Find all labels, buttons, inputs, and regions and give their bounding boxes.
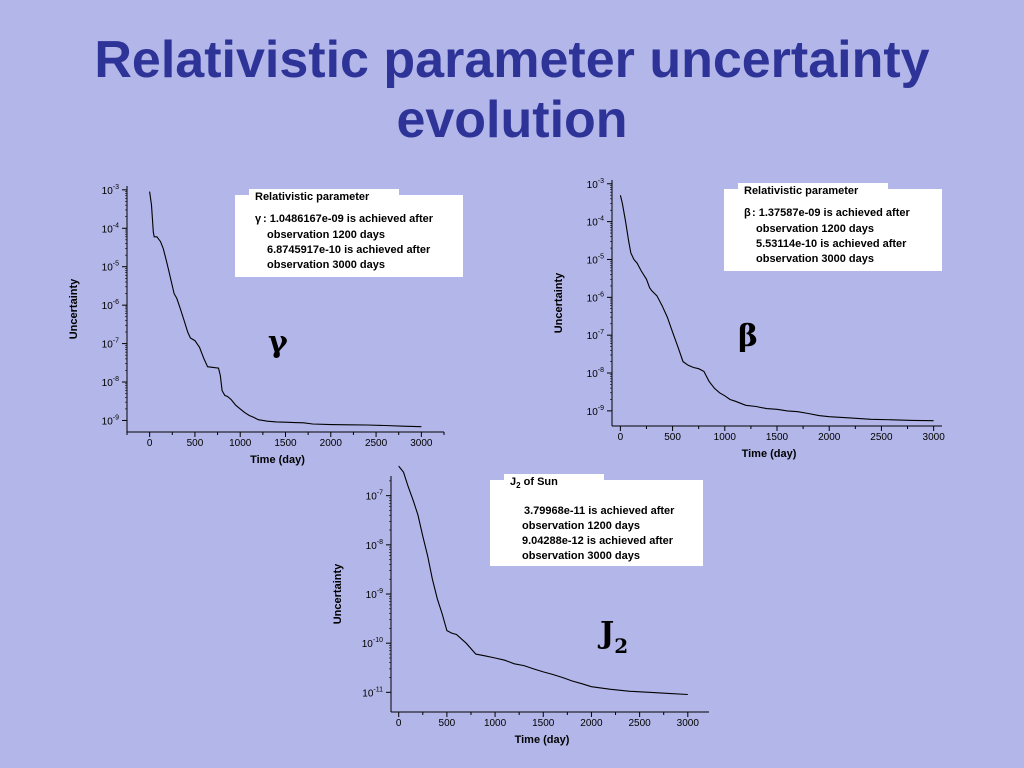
parameter-symbol: J2 — [597, 616, 628, 658]
annotation-line3: 6.8745917e-10 is achieved after — [267, 244, 431, 256]
x-tick-label: 1500 — [766, 432, 789, 443]
x-axis-label: Time (day) — [742, 448, 797, 460]
annotation-box: Relativistic parameter β: 1.37587e-09 is … — [724, 183, 942, 271]
annotation-header-bg — [504, 474, 604, 488]
x-tick-label: 1000 — [484, 718, 507, 729]
y-axis-label: Uncertainty — [68, 278, 80, 339]
series-line — [619, 195, 934, 422]
x-tick-label: 1000 — [229, 438, 252, 449]
annotation-line4: observation 3000 days — [522, 550, 640, 562]
y-tick-label: 10-9 — [366, 588, 383, 601]
annotation-header: Relativistic parameter — [255, 191, 370, 203]
y-tick-label: 10-11 — [362, 686, 383, 699]
slide-title: Relativistic parameter uncertainty evolu… — [0, 30, 1024, 150]
annotation-line4: observation 3000 days — [267, 259, 385, 271]
x-tick-label: 1500 — [274, 438, 297, 449]
y-tick-label: 10-7 — [102, 338, 119, 351]
chart-beta: 0 500 1000 1500 2000 2500 3000 10-3 10-4 10-5 10-6… — [553, 178, 945, 460]
x-tick-label: 2500 — [870, 432, 893, 443]
y-tick-label: 10-4 — [587, 216, 604, 229]
x-tick-label: 500 — [187, 438, 204, 449]
x-tick-label: 1000 — [714, 432, 737, 443]
y-axis-label: Uncertainty — [553, 272, 565, 333]
y-tick-label: 10-3 — [587, 178, 604, 191]
annotation-line1: : 1.0486167e-09 is achieved after — [263, 213, 434, 225]
y-tick-label: 10-4 — [102, 222, 119, 235]
x-tick-label: 3000 — [677, 718, 700, 729]
annotation-line4: observation 3000 days — [756, 253, 874, 265]
annotation-symbol: β — [744, 207, 751, 219]
annotation-line1: : 1.37587e-09 is achieved after — [752, 207, 910, 219]
annotation-line2: observation 1200 days — [267, 229, 385, 241]
x-tick-label: 0 — [618, 432, 624, 443]
x-tick-label: 500 — [439, 718, 456, 729]
y-tick-label: 10-7 — [587, 329, 604, 342]
y-tick-label: 10-6 — [587, 291, 604, 304]
annotation-header: Relativistic parameter — [744, 185, 859, 197]
x-tick-label: 1500 — [532, 718, 555, 729]
y-tick-label: 10-3 — [102, 184, 119, 197]
annotation-background — [724, 189, 942, 271]
parameter-symbol: γ — [268, 325, 288, 360]
y-tick-label: 10-10 — [362, 637, 383, 650]
x-tick-label: 0 — [396, 718, 402, 729]
annotation-background — [235, 195, 463, 277]
x-tick-label: 3000 — [923, 432, 946, 443]
annotation-line3: 5.53114e-10 is achieved after — [756, 238, 907, 250]
chart-gamma: 0 500 1000 1500 2000 2500 3000 10-3 10-4 10-5 10-6… — [68, 184, 463, 466]
chart-j2: 0 500 1000 1500 2000 2500 3000 10-7 10-8 10-9 10-1… — [332, 465, 709, 746]
series-line — [149, 191, 422, 428]
y-tick-label: 10-8 — [102, 376, 119, 389]
x-tick-label: 2500 — [628, 718, 651, 729]
y-tick-label: 10-9 — [587, 405, 604, 418]
annotation-background — [490, 480, 703, 566]
series-line — [398, 465, 688, 696]
parameter-symbol: β — [738, 319, 758, 354]
y-tick-label: 10-8 — [587, 367, 604, 380]
annotation-line2: observation 1200 days — [756, 223, 874, 235]
annotation-box: Relativistic parameter γ: 1.0486167e-09 i… — [235, 189, 463, 277]
x-tick-label: 2000 — [580, 718, 603, 729]
x-tick-label: 0 — [147, 438, 153, 449]
slide-title-line1: Relativistic parameter uncertainty — [94, 31, 930, 89]
x-axis-label: Time (day) — [515, 734, 570, 746]
y-tick-label: 10-9 — [102, 414, 119, 427]
annotation-line2: observation 1200 days — [522, 520, 640, 532]
annotation-header-bg — [738, 183, 888, 197]
x-tick-label: 500 — [664, 432, 681, 443]
x-tick-label: 2000 — [320, 438, 343, 449]
y-tick-label: 10-5 — [587, 253, 604, 266]
y-tick-label: 10-5 — [102, 261, 119, 274]
y-tick-label: 10-8 — [366, 539, 383, 552]
annotation-box: J2 of Sun 3.79968e-11 is achieved after ob… — [490, 474, 703, 566]
annotation-header-bg — [249, 189, 399, 203]
annotation-symbol: γ — [255, 213, 262, 225]
slide-title-line2: evolution — [396, 91, 628, 149]
x-tick-label: 2000 — [818, 432, 841, 443]
annotation-header: J2 of Sun — [510, 476, 558, 490]
annotation-line3: 9.04288e-12 is achieved after — [522, 535, 674, 547]
y-axis-label: Uncertainty — [332, 563, 344, 624]
annotation-line1: 3.79968e-11 is achieved after — [524, 505, 675, 517]
x-tick-label: 3000 — [410, 438, 433, 449]
y-tick-label: 10-7 — [366, 490, 383, 503]
y-tick-label: 10-6 — [102, 299, 119, 312]
x-tick-label: 2500 — [365, 438, 388, 449]
x-axis-label: Time (day) — [250, 454, 305, 466]
